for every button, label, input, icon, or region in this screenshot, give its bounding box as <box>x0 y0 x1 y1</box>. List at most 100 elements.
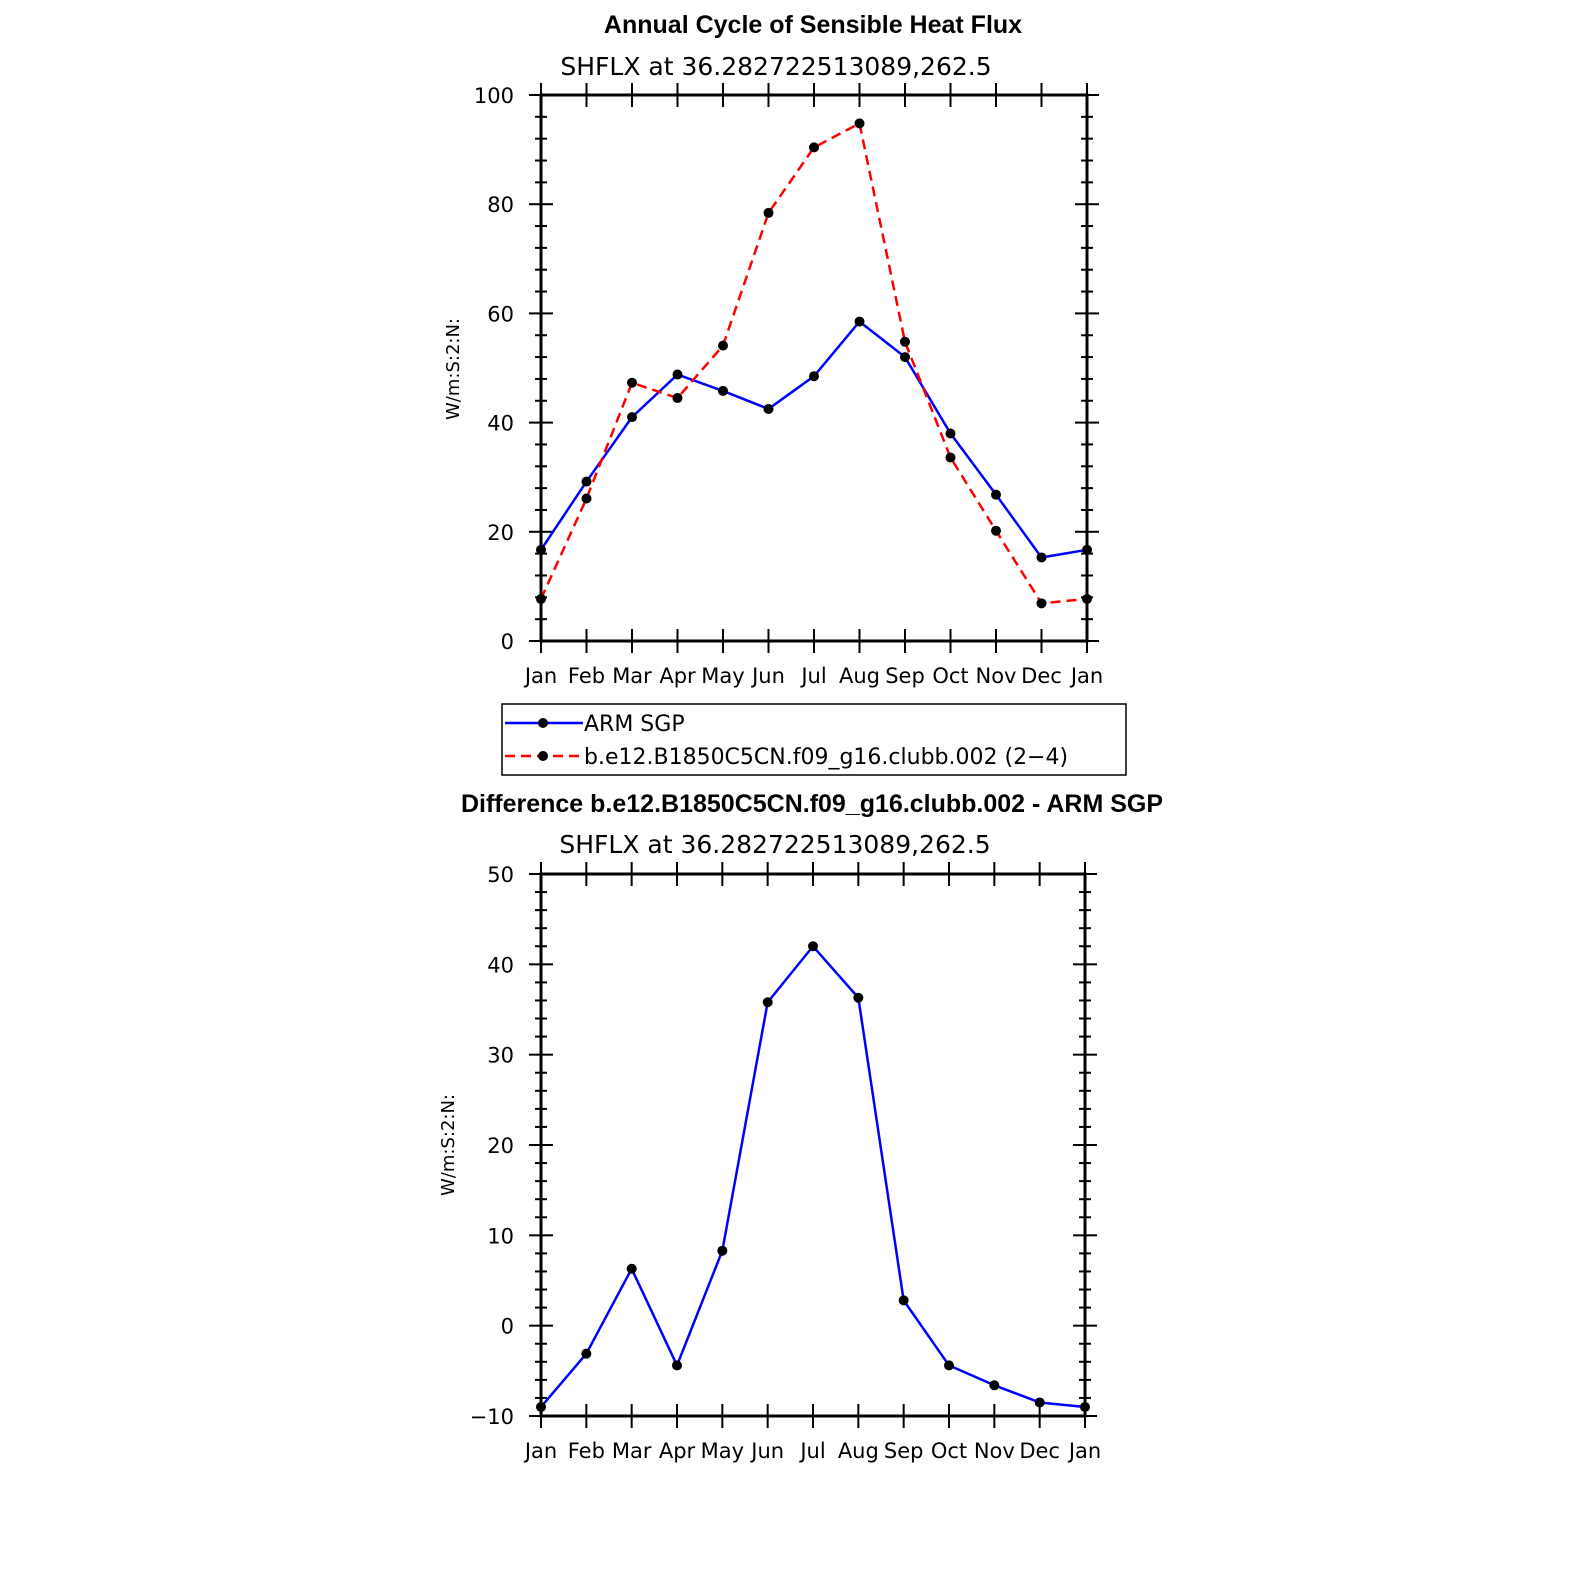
x-tick-label: Aug <box>838 1439 879 1463</box>
data-point <box>900 336 910 347</box>
legend-entry-model: b.e12.B1850C5CN.f09_g16.clubb.002 (2−4) <box>505 745 1068 770</box>
data-point <box>581 476 592 487</box>
y-tick-label: 40 <box>487 953 514 977</box>
x-tick-label: Mar <box>612 1439 652 1463</box>
data-point <box>581 1348 592 1359</box>
data-point <box>945 452 956 463</box>
chart-subtitle: SHFLX at 36.282722513089,262.5 <box>559 830 990 859</box>
legend-label-arm-sgp: ARM SGP <box>584 712 685 737</box>
data-point <box>718 385 728 396</box>
y-tick-label: 50 <box>487 863 514 887</box>
x-tick-label: Sep <box>885 664 925 688</box>
data-point <box>536 544 546 555</box>
x-tick-label: May <box>701 1439 744 1463</box>
y-axis-label: W/m:S:2:N: <box>443 318 464 420</box>
plot-frame <box>539 93 1089 643</box>
y-tick-label: 100 <box>474 84 514 108</box>
legend-marker-model <box>538 751 548 761</box>
data-point <box>672 369 683 380</box>
x-tick-label: Dec <box>1019 1439 1060 1463</box>
series-line-1 <box>539 122 1088 605</box>
x-tick-label: Nov <box>974 1439 1015 1463</box>
data-point <box>718 340 728 351</box>
data-point <box>672 1360 682 1371</box>
y-tick-label: 30 <box>487 1044 514 1068</box>
data-point <box>536 1401 546 1412</box>
y-tick-label: 10 <box>487 1224 514 1248</box>
data-point <box>627 412 637 423</box>
x-tick-label: Jul <box>798 1439 825 1463</box>
data-point <box>581 493 592 504</box>
x-tick-label: Feb <box>568 664 605 688</box>
y-tick-label: 0 <box>501 630 514 654</box>
data-point <box>991 525 1001 536</box>
x-tick-label: Jul <box>799 664 826 688</box>
data-point <box>1036 598 1047 609</box>
legend: ARM SGP b.e12.B1850C5CN.f09_g16.clubb.00… <box>501 703 1127 776</box>
data-point <box>989 1380 1000 1391</box>
x-tick-label: Jan <box>523 1439 557 1463</box>
data-point <box>1082 593 1092 604</box>
chart-subtitle: SHFLX at 36.282722513089,262.5 <box>560 52 991 81</box>
data-point <box>854 118 865 129</box>
data-point <box>1036 552 1047 563</box>
y-tick-label: 0 <box>501 1315 514 1339</box>
data-point <box>536 593 546 604</box>
data-point <box>854 316 865 327</box>
x-tick-label: Jan <box>1069 664 1103 688</box>
x-tick-label: Oct <box>932 664 968 688</box>
data-point <box>1080 1401 1090 1412</box>
difference-panel: Difference b.e12.B1850C5CN.f09_g16.clubb… <box>438 790 1163 1463</box>
y-tick-label: 40 <box>487 412 514 436</box>
data-point <box>1034 1397 1045 1408</box>
chart-title: Annual Cycle of Sensible Heat Flux <box>604 11 1022 39</box>
series-line-0 <box>540 945 1086 1409</box>
x-tick-label: Jun <box>749 1439 784 1463</box>
x-tick-label: Feb <box>568 1439 605 1463</box>
x-tick-label: Sep <box>884 1439 924 1463</box>
x-tick-label: Mar <box>612 664 652 688</box>
data-point <box>898 1295 909 1306</box>
data-point <box>627 377 637 388</box>
x-tick-label: Apr <box>659 664 696 688</box>
y-tick-label: 20 <box>487 1134 514 1158</box>
x-tick-label: Dec <box>1021 664 1062 688</box>
data-point <box>809 371 819 382</box>
x-tick-label: Aug <box>839 664 880 688</box>
data-point <box>717 1245 728 1256</box>
chart-title: Difference b.e12.B1850C5CN.f09_g16.clubb… <box>461 790 1163 818</box>
y-tick-label: 20 <box>487 521 514 545</box>
data-point <box>762 997 773 1008</box>
data-point <box>809 142 819 153</box>
y-tick-label: 80 <box>487 193 514 217</box>
x-tick-label: Oct <box>931 1439 967 1463</box>
legend-box <box>501 703 1127 776</box>
legend-entry-arm-sgp: ARM SGP <box>505 712 685 737</box>
x-tick-label: Jun <box>750 664 785 688</box>
data-point <box>991 489 1001 500</box>
data-point <box>672 393 683 404</box>
y-tick-label: −10 <box>470 1405 514 1429</box>
y-tick-label: 60 <box>487 302 514 326</box>
data-point <box>853 992 864 1003</box>
data-point <box>763 403 774 414</box>
series-line-0 <box>539 320 1088 559</box>
data-point <box>626 1263 637 1274</box>
x-tick-label: Jan <box>1067 1439 1101 1463</box>
x-tick-label: May <box>701 664 744 688</box>
plot-frame <box>539 872 1087 1418</box>
data-point <box>945 428 956 439</box>
legend-marker-arm-sgp <box>538 718 548 728</box>
legend-label-model: b.e12.B1850C5CN.f09_g16.clubb.002 (2−4) <box>584 745 1068 770</box>
data-point <box>1082 544 1092 555</box>
x-tick-label: Nov <box>976 664 1017 688</box>
data-point <box>944 1360 954 1371</box>
annual-cycle-panel: Annual Cycle of Sensible Heat Flux SHFLX… <box>443 11 1103 688</box>
x-tick-label: Apr <box>659 1439 696 1463</box>
x-tick-label: Jan <box>523 664 557 688</box>
y-axis-label: W/m:S:2:N: <box>438 1094 459 1196</box>
data-point <box>900 352 910 363</box>
data-point <box>763 207 774 218</box>
data-point <box>808 941 818 952</box>
